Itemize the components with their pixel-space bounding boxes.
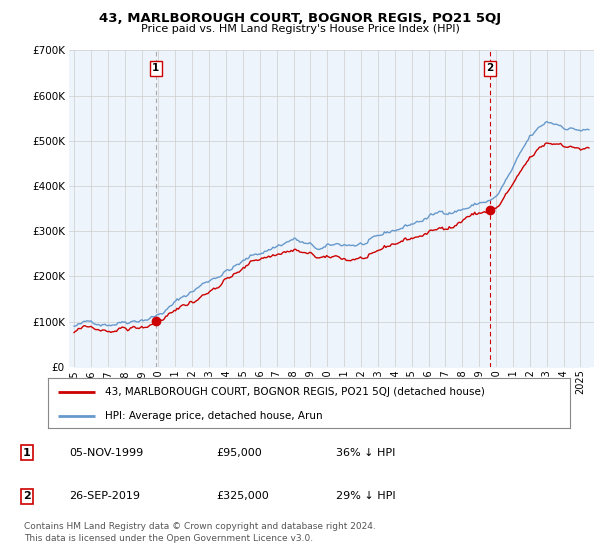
Text: 29% ↓ HPI: 29% ↓ HPI [336,491,395,501]
Text: 2: 2 [23,491,31,501]
Text: 43, MARLBOROUGH COURT, BOGNOR REGIS, PO21 5QJ (detached house): 43, MARLBOROUGH COURT, BOGNOR REGIS, PO2… [106,386,485,396]
Text: 26-SEP-2019: 26-SEP-2019 [69,491,140,501]
Text: 43, MARLBOROUGH COURT, BOGNOR REGIS, PO21 5QJ: 43, MARLBOROUGH COURT, BOGNOR REGIS, PO2… [99,12,501,25]
Text: HPI: Average price, detached house, Arun: HPI: Average price, detached house, Arun [106,411,323,421]
Text: 36% ↓ HPI: 36% ↓ HPI [336,448,395,458]
Text: Contains HM Land Registry data © Crown copyright and database right 2024.
This d: Contains HM Land Registry data © Crown c… [24,522,376,543]
Text: 2: 2 [487,63,494,73]
Text: £95,000: £95,000 [216,448,262,458]
Text: Price paid vs. HM Land Registry's House Price Index (HPI): Price paid vs. HM Land Registry's House … [140,24,460,34]
Text: 1: 1 [152,63,160,73]
Text: 05-NOV-1999: 05-NOV-1999 [69,448,143,458]
Text: £325,000: £325,000 [216,491,269,501]
Text: 1: 1 [23,448,31,458]
